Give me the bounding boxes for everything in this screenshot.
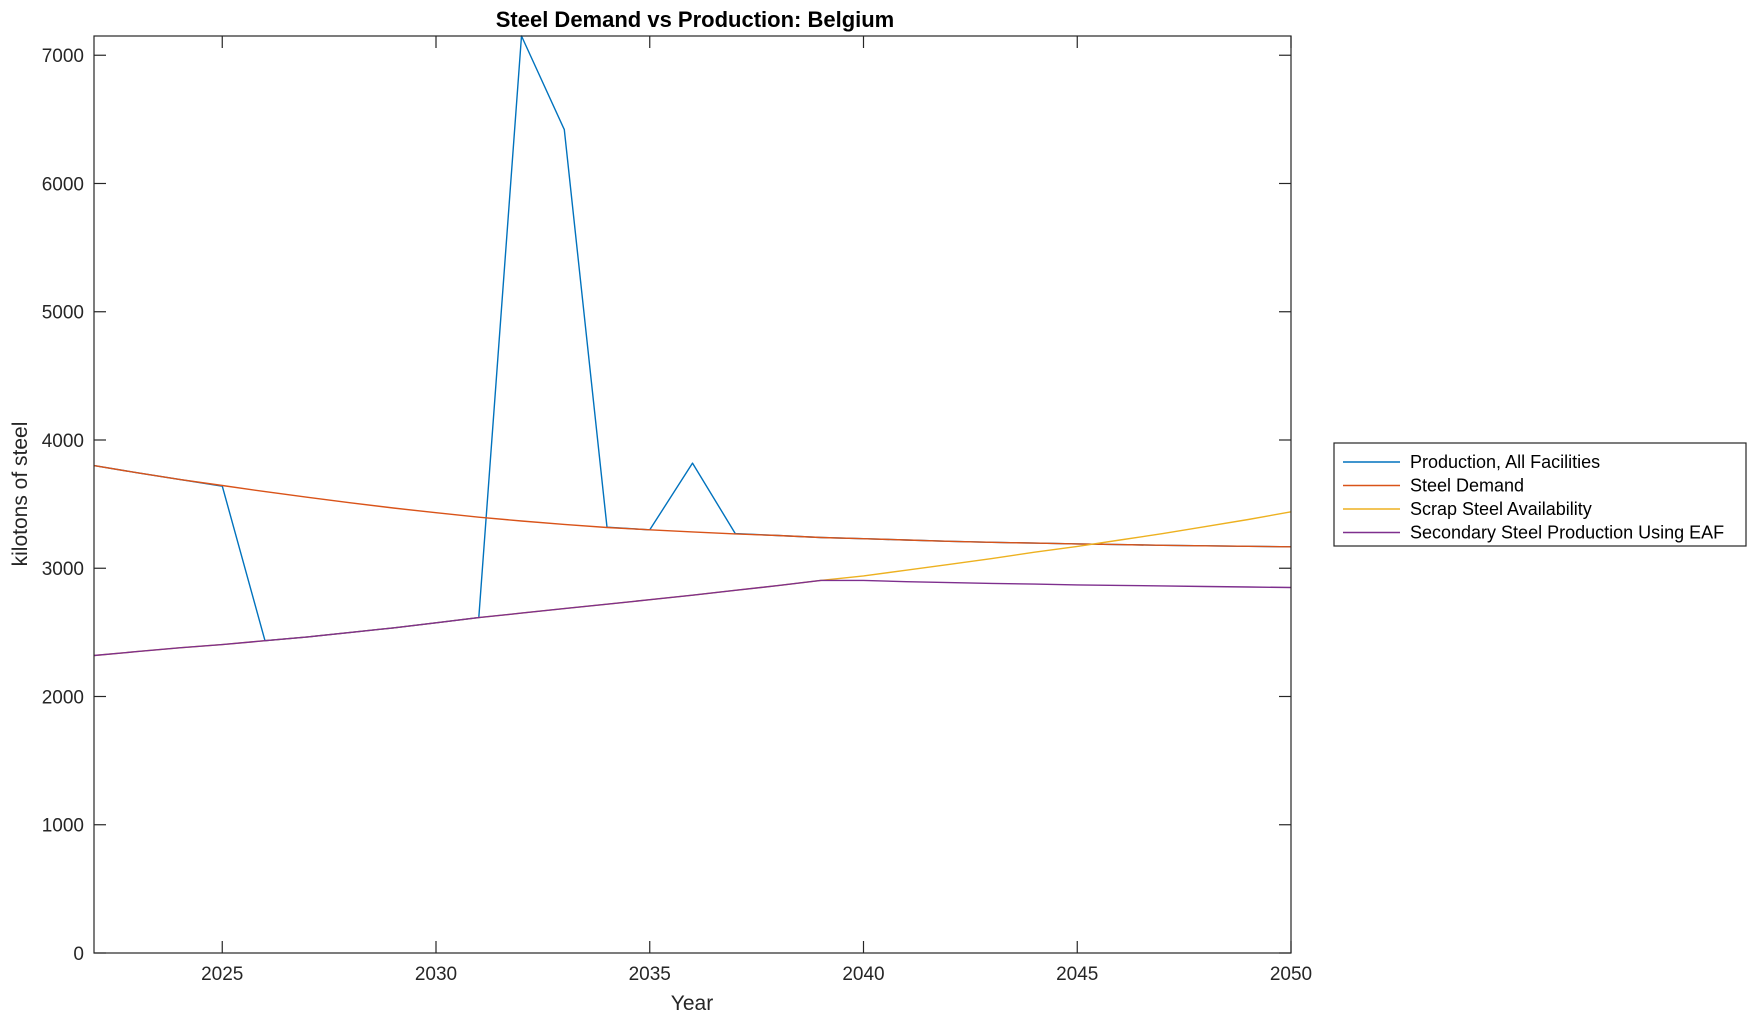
legend: Production, All Facilities Steel Demand Sc… xyxy=(1333,442,1747,547)
series-line-2 xyxy=(93,511,1292,657)
x-tick-label: 2050 xyxy=(1270,964,1312,985)
ticks-layer: 2025 2030 2035 2040 2045 2050 0 1000 2000 3000 400… xyxy=(42,36,1312,985)
legend-label-3: Secondary Steel Production Using EAF xyxy=(1410,523,1724,543)
series-line-0 xyxy=(93,35,1292,642)
plot-frame xyxy=(93,35,1292,954)
y-tick-label: 1000 xyxy=(42,816,84,837)
y-tick-label: 4000 xyxy=(42,431,84,452)
series-line-1 xyxy=(93,464,1292,548)
legend-label-2: Scrap Steel Availability xyxy=(1410,499,1592,519)
y-tick-label: 3000 xyxy=(42,559,84,580)
y-tick-label: 0 xyxy=(73,944,84,965)
x-tick-label: 2035 xyxy=(629,964,671,985)
legend-label-0: Production, All Facilities xyxy=(1410,452,1600,472)
plot-area: 2025 2030 2035 2040 2045 2050 0 1000 2000 3000 400… xyxy=(42,35,1312,985)
chart-title: Steel Demand vs Production: Belgium xyxy=(496,7,895,32)
y-tick-label: 7000 xyxy=(42,46,84,67)
legend-entries: Production, All Facilities Steel Demand Sc… xyxy=(1343,452,1724,543)
y-tick-label: 6000 xyxy=(42,174,84,195)
y-tick-label: 2000 xyxy=(42,687,84,708)
x-tick-label: 2030 xyxy=(415,964,457,985)
x-tick-label: 2025 xyxy=(201,964,243,985)
x-axis-label: Year xyxy=(671,992,713,1015)
x-tick-label: 2045 xyxy=(1056,964,1098,985)
y-axis-label: kilotons of steel xyxy=(9,422,32,567)
series-line-3 xyxy=(93,579,1292,657)
legend-box xyxy=(1333,442,1747,547)
series-layer xyxy=(93,35,1292,657)
x-tick-label: 2040 xyxy=(842,964,884,985)
legend-label-1: Steel Demand xyxy=(1410,476,1524,496)
y-tick-label: 5000 xyxy=(42,303,84,324)
